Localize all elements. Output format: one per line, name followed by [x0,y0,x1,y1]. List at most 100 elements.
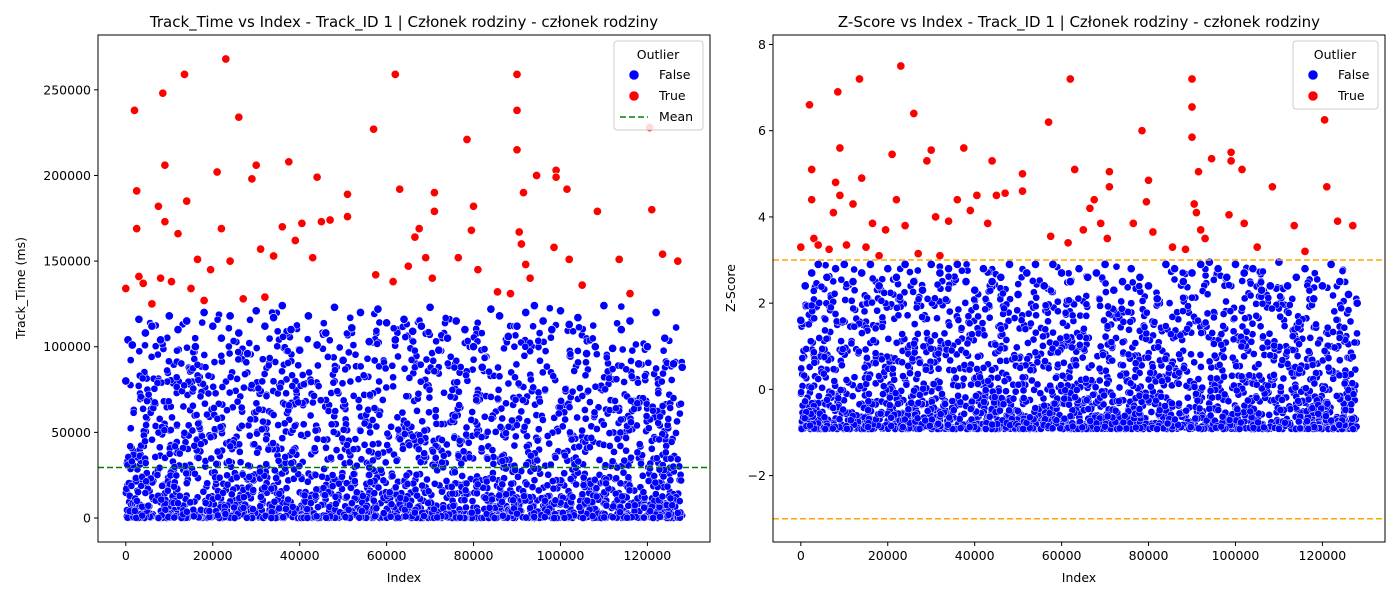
scatter-point-false-bg [157,495,166,504]
scatter-point-false-bg [318,472,326,481]
scatter-point-false [442,333,453,343]
scatter-point-false-bg [513,509,521,518]
scatter-point-false-bg [221,510,230,518]
scatter-point-false-bg [1031,348,1040,357]
scatter-point-false-bg [387,500,396,509]
scatter-point-false-bg [514,379,523,388]
scatter-point-false-bg [583,496,592,505]
scatter-point-false-bg [602,501,611,510]
scatter-point-false-bg [673,455,682,464]
scatter-point-false-bg [402,392,411,401]
scatter-point-false-bg [455,436,464,445]
scatter-point-false-bg [141,459,150,467]
scatter-point-false-bg [275,504,283,513]
scatter-point-false-bg [550,514,559,522]
scatter-point-false-bg [223,471,231,480]
scatter-point-false-bg [1279,374,1288,383]
scatter-point-false-bg [189,384,198,393]
scatter-point-false-bg [351,350,360,359]
scatter-point-false-bg [405,374,414,382]
scatter-point-false-bg [1220,390,1229,399]
density-cloud [122,302,686,522]
scatter-point-false-bg [1197,363,1205,371]
scatter-point-false [364,337,374,347]
scatter-point-false-bg [656,412,664,421]
scatter-point-false-bg [430,505,438,514]
y-tick-label: 250000 [43,82,91,97]
scatter-point-false-bg [1183,324,1192,333]
scatter-point-false-bg [166,426,175,434]
scatter-point-false-bg [288,371,296,380]
scatter-point-true [592,206,602,216]
scatter-point-false-bg [134,382,143,390]
scatter-point-false-bg [981,295,990,303]
scatter-point-false-bg [226,442,235,451]
scatter-point-false-bg [147,353,156,361]
scatter-point-false-bg [561,451,569,460]
scatter-point-false-bg [644,358,653,367]
scatter-point-false-bg [1095,376,1104,385]
scatter-point-false-bg [625,486,634,495]
scatter-point-false-bg [212,460,221,468]
scatter-point-false-bg [831,310,840,318]
scatter-point-false-bg [954,316,963,324]
scatter-point-false [173,325,183,335]
scatter-point-true [647,205,657,215]
scatter-point-false-bg [468,408,477,416]
scatter-point-false-bg [299,380,308,389]
scatter-point-false-bg [200,351,209,359]
scatter-point-false-bg [489,460,498,468]
scatter-point-false [329,302,340,312]
scatter-point-false-bg [450,363,459,372]
scatter-point-false-bg [568,387,577,396]
scatter-point-false-bg [601,385,609,394]
scatter-point-false-bg [635,440,644,449]
scatter-point-false-bg [151,453,160,461]
scatter-point-false-bg [530,476,539,485]
scatter-point-false [190,342,200,352]
scatter-point-false-bg [1188,293,1196,302]
scatter-point-false-bg [533,456,542,465]
scatter-point-false-bg [163,366,171,375]
scatter-point-false-bg [274,456,283,465]
scatter-point-true [192,254,203,264]
scatter-point-false-bg [430,367,439,376]
scatter-point-false [529,301,539,311]
scatter-point-false-bg [217,351,226,360]
scatter-point-false-bg [1238,304,1247,312]
scatter-point-false-bg [526,451,535,460]
legend-title: Outlier [637,47,680,62]
scatter-point-false-bg [1256,322,1265,331]
scatter-point-false-bg [1293,352,1302,360]
scatter-point-true [614,254,624,264]
x-tick-label: 40000 [280,548,320,563]
scatter-point-false-bg [172,471,181,480]
scatter-point-false-bg [349,392,358,400]
scatter-point-false-bg [256,493,265,501]
x-tick-label: 60000 [367,548,407,563]
scatter-point-false-bg [910,339,918,348]
scatter-point-false-bg [175,449,184,458]
scatter-point-false-bg [1258,343,1267,352]
scatter-point-false-bg [1332,392,1341,400]
scatter-point-false-bg [600,513,609,522]
scatter-point-false-bg [182,469,191,478]
scatter-point-false-bg [981,305,990,314]
scatter-point-false-bg [368,440,377,449]
scatter-point-false-bg [569,327,577,336]
scatter-point-false-bg [1249,350,1258,358]
scatter-point-false-bg [366,428,374,437]
scatter-point-false-bg [494,386,503,394]
scatter-point-false-bg [392,457,401,465]
scatter-point-false [134,314,144,324]
scatter-point-false-bg [673,509,682,517]
scatter-point-false-bg [1059,358,1068,367]
scatter-point-false-bg [210,404,218,412]
scatter-point-false-bg [641,372,649,380]
scatter-point-false-bg [809,287,818,295]
legend-entry-mean: Mean [659,109,693,124]
scatter-point-false-bg [260,483,269,492]
scatter-point-false-bg [249,505,257,513]
scatter-point-false [295,345,305,355]
scatter-point-false [599,301,609,311]
